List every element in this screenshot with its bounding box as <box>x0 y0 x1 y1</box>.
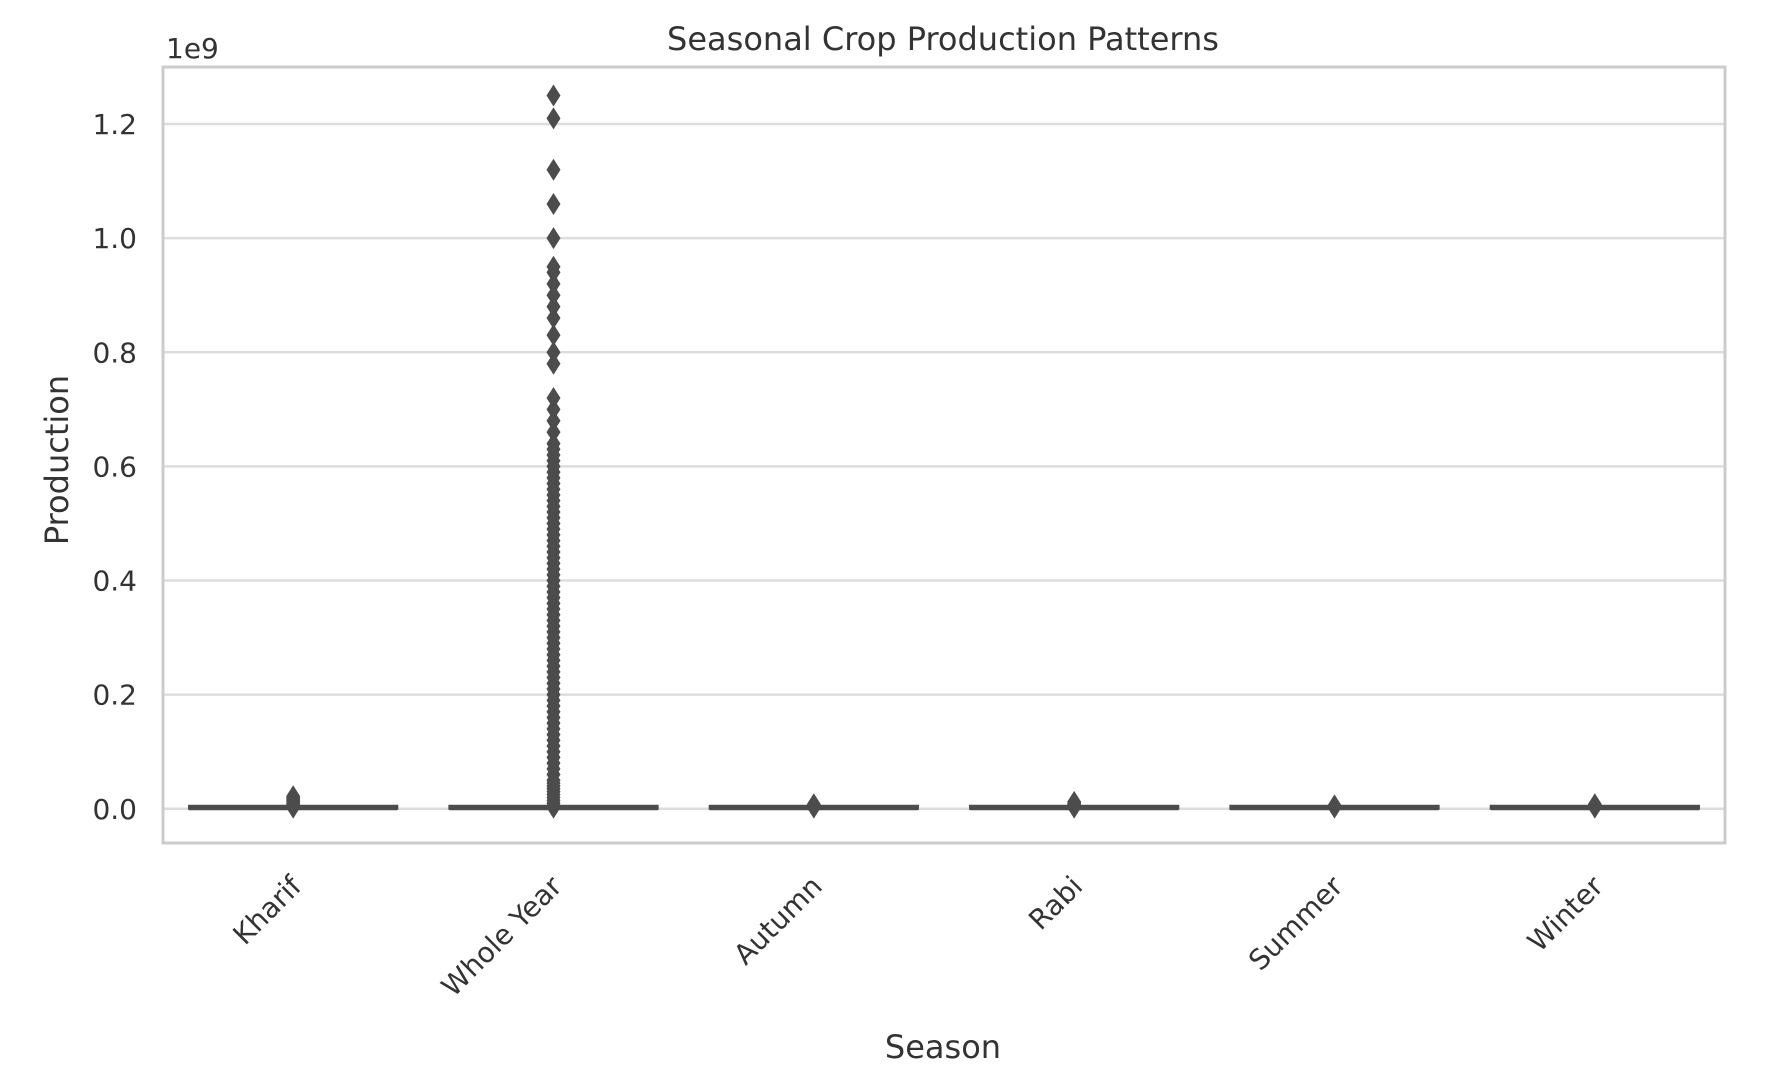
outlier-point <box>546 227 561 250</box>
outlier-point <box>546 255 561 278</box>
outlier-point <box>546 341 561 364</box>
outlier-point <box>546 272 561 295</box>
box-rabi <box>969 790 1180 819</box>
outlier-point <box>546 84 561 107</box>
y-axis-ticks: 0.0 0.2 0.4 0.6 0.8 1.0 1.2 <box>92 108 137 826</box>
outlier-point <box>546 192 561 215</box>
outlier-point <box>546 432 561 455</box>
y-tick-label: 0.4 <box>92 565 137 598</box>
box-whole-year <box>448 84 659 819</box>
box-winter <box>1489 793 1700 819</box>
outlier-point <box>546 324 561 347</box>
outlier-point <box>546 295 561 318</box>
outlier-point <box>806 793 821 816</box>
box-series <box>188 84 1700 819</box>
box-autumn <box>708 793 919 819</box>
x-axis-label: Season <box>885 1028 1001 1066</box>
outlier-point <box>546 421 561 444</box>
outlier-point <box>546 307 561 330</box>
y-tick-label: 0.2 <box>92 679 137 712</box>
outlier-point <box>1067 790 1082 813</box>
outlier-point <box>286 785 301 808</box>
outlier-point <box>546 107 561 130</box>
outlier-point <box>546 386 561 409</box>
outlier-point <box>1587 793 1602 816</box>
outlier-point <box>1327 794 1342 817</box>
y-tick-label: 0.0 <box>92 793 137 826</box>
outlier-point <box>546 409 561 432</box>
y-tick-label: 0.6 <box>92 450 137 483</box>
y-tick-label: 0.8 <box>92 336 137 369</box>
outlier-point <box>546 158 561 181</box>
box-summer <box>1229 794 1440 819</box>
y-tick-label: 1.0 <box>92 222 137 255</box>
chart-title: Seasonal Crop Production Patterns <box>667 20 1219 58</box>
box-kharif <box>188 785 399 819</box>
y-tick-label: 1.2 <box>92 108 137 141</box>
grid-lines <box>163 122 1725 811</box>
outlier-point <box>546 352 561 375</box>
outlier-point <box>546 398 561 421</box>
y-axis-label: Production <box>38 375 76 545</box>
plot-frame <box>161 65 1727 845</box>
outlier-point <box>546 284 561 307</box>
y-axis-offset-label: 1e9 <box>166 32 219 65</box>
